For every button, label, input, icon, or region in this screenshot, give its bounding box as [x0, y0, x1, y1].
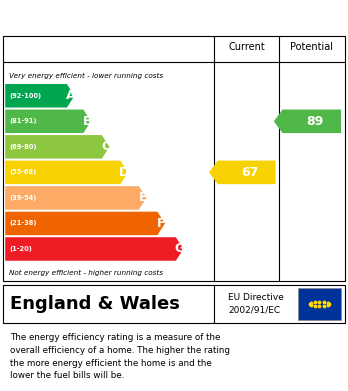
Text: (21-38): (21-38)	[9, 221, 37, 226]
Text: Very energy efficient - lower running costs: Very energy efficient - lower running co…	[9, 72, 163, 79]
Text: Energy Efficiency Rating: Energy Efficiency Rating	[10, 9, 232, 24]
Text: 89: 89	[307, 115, 324, 128]
Text: D: D	[119, 166, 129, 179]
Text: F: F	[157, 217, 166, 230]
Text: Potential: Potential	[290, 42, 333, 52]
Text: (81-91): (81-91)	[9, 118, 37, 124]
Text: Current: Current	[228, 42, 265, 52]
Polygon shape	[209, 161, 276, 184]
Text: (69-80): (69-80)	[9, 144, 37, 150]
Text: EU Directive
2002/91/EC: EU Directive 2002/91/EC	[228, 293, 284, 315]
Polygon shape	[5, 212, 165, 235]
Text: Not energy efficient - higher running costs: Not energy efficient - higher running co…	[9, 270, 163, 276]
Text: B: B	[83, 115, 92, 128]
Text: England & Wales: England & Wales	[10, 295, 180, 313]
Polygon shape	[5, 161, 128, 184]
Text: (92-100): (92-100)	[9, 93, 41, 99]
Text: (55-68): (55-68)	[9, 169, 37, 176]
Polygon shape	[5, 237, 183, 261]
Text: C: C	[101, 140, 111, 153]
Text: (39-54): (39-54)	[9, 195, 37, 201]
Text: The energy efficiency rating is a measure of the
overall efficiency of a home. T: The energy efficiency rating is a measur…	[10, 333, 230, 380]
Text: A: A	[66, 89, 76, 102]
Polygon shape	[5, 135, 110, 159]
Polygon shape	[274, 109, 341, 133]
Polygon shape	[5, 186, 147, 210]
Polygon shape	[5, 109, 91, 133]
Bar	[298, 288, 341, 320]
Text: G: G	[175, 242, 185, 255]
Polygon shape	[5, 84, 74, 108]
Text: 67: 67	[242, 166, 259, 179]
Text: E: E	[139, 192, 147, 204]
Text: (1-20): (1-20)	[9, 246, 32, 252]
